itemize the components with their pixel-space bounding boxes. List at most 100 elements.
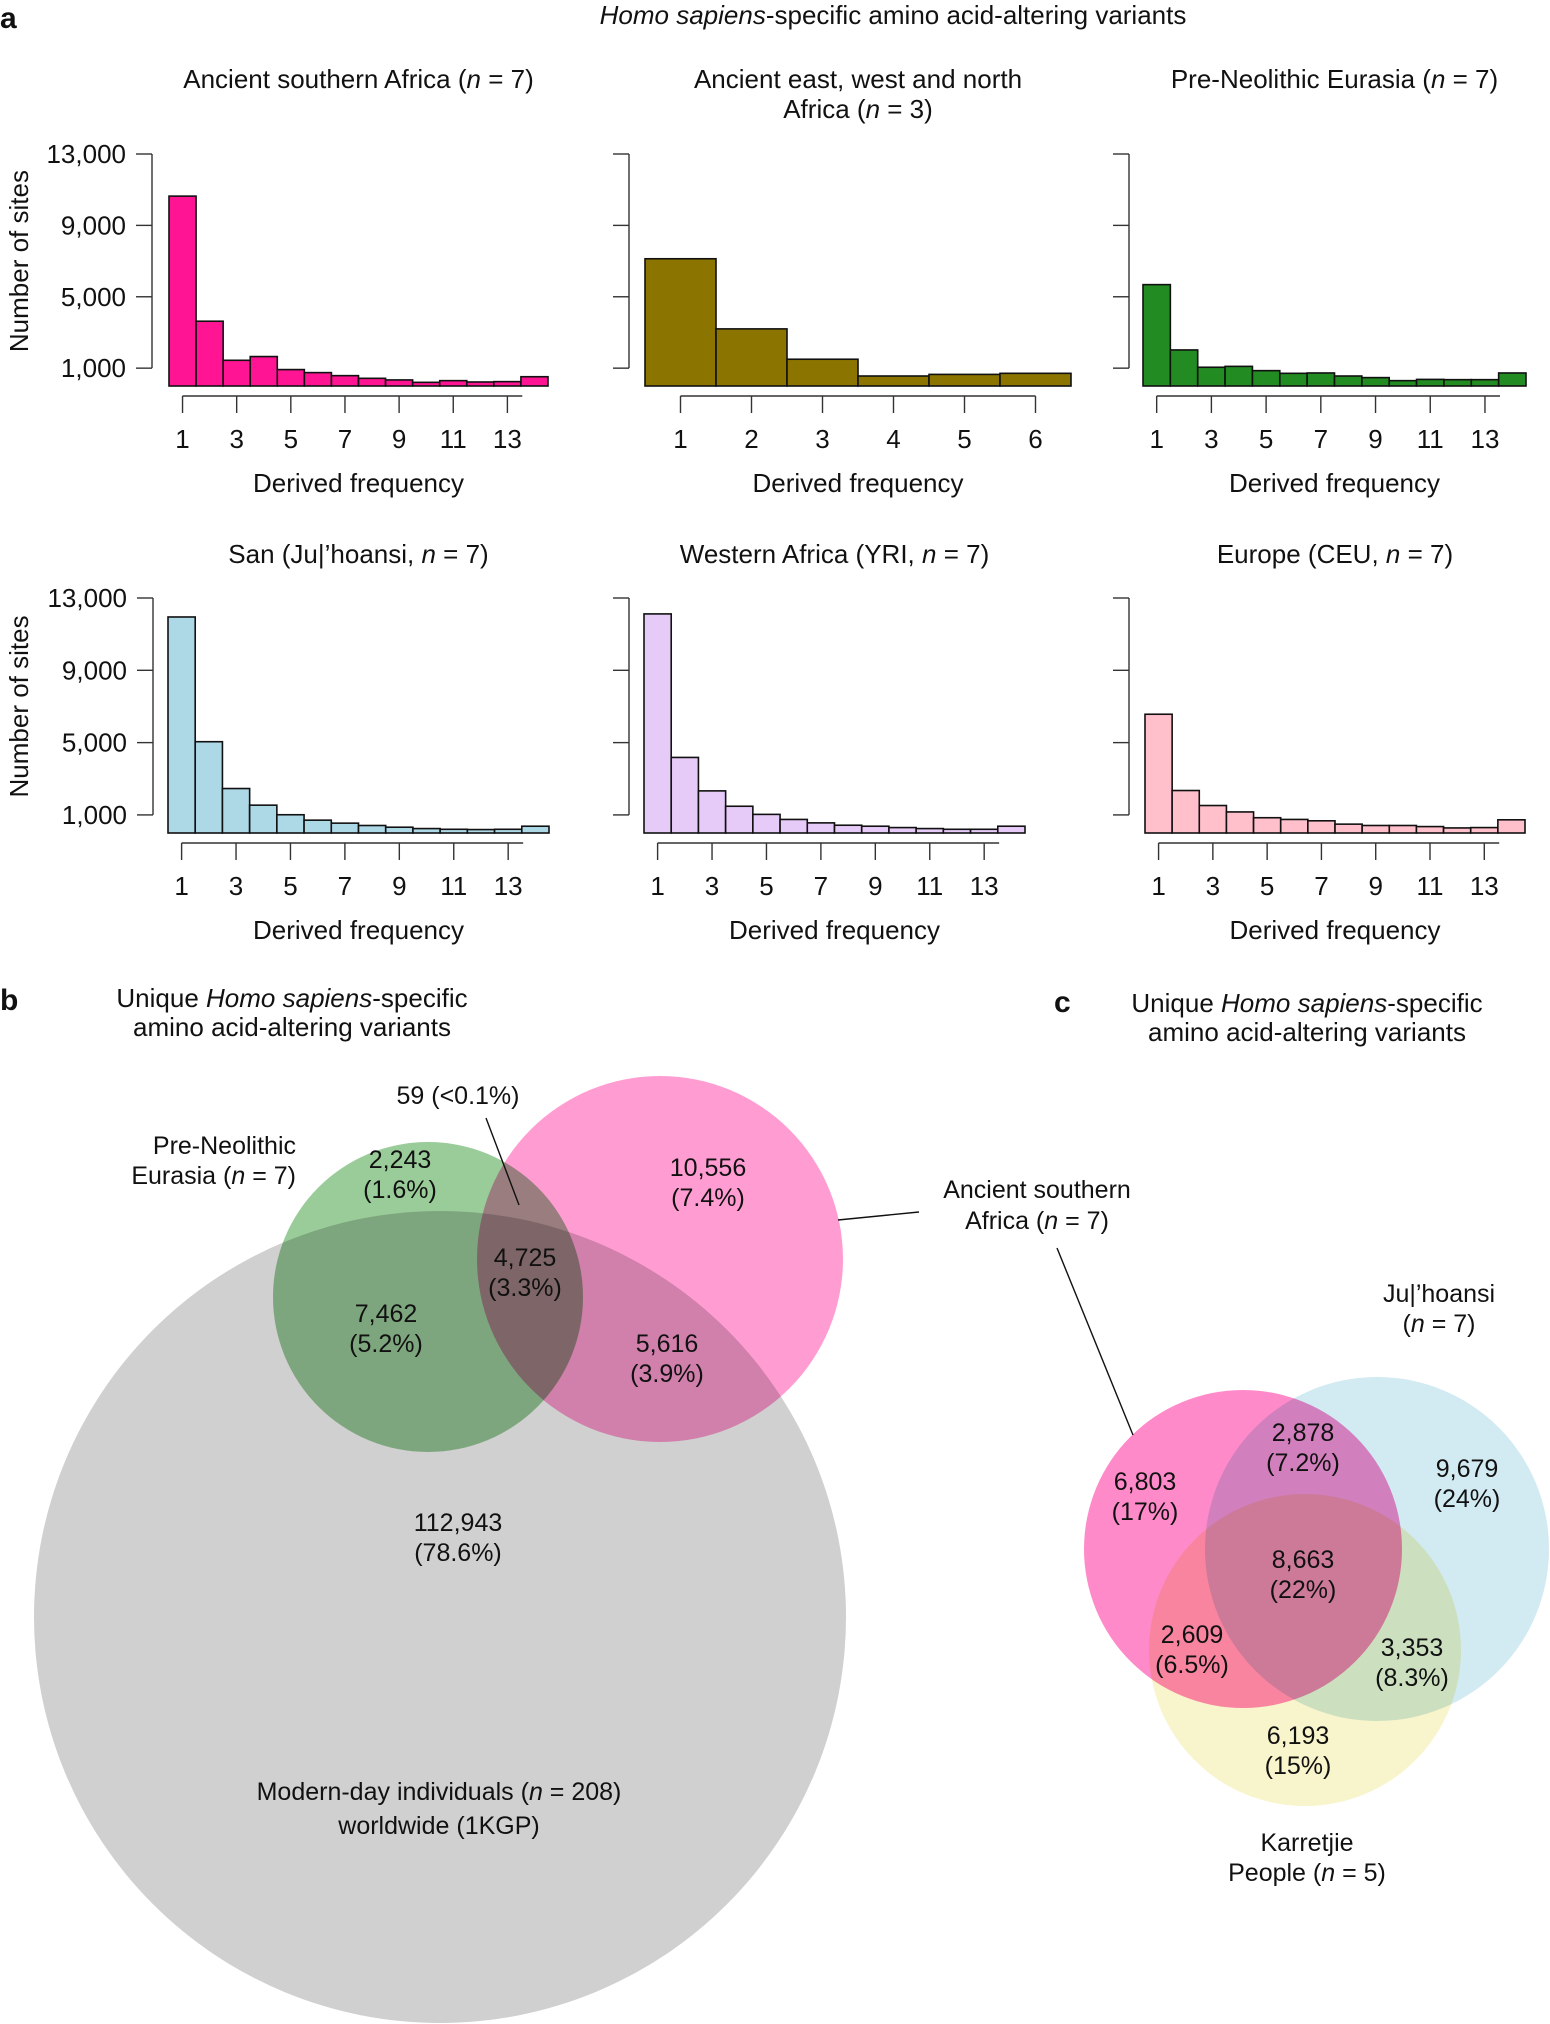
venn-c-set-2: [1149, 1494, 1461, 1806]
bar-10: [888, 826, 917, 834]
venn-b-title-line2: amino acid-altering variants: [133, 1012, 451, 1042]
venn-b-title-line1-part: -specific: [372, 983, 467, 1013]
bar-7: [1306, 372, 1336, 387]
x-tick-label: 1: [175, 424, 189, 454]
venn-c-set-label-karretjie-2-part: = 5): [1335, 1859, 1386, 1887]
bar-8: [833, 824, 863, 834]
x-axis-title: Derived frequency: [253, 915, 464, 945]
chart-title-line2-part: Africa (: [783, 94, 866, 124]
bar-5: [276, 368, 306, 387]
venn-b-set-label-eurasia-2-part: n: [231, 1162, 245, 1190]
venn-c-asa-leader: [1056, 1247, 1134, 1436]
bar-1: [643, 613, 673, 834]
bar-7: [1307, 819, 1336, 834]
x-tick-label: 9: [1368, 871, 1382, 901]
bar-1: [644, 257, 717, 387]
venn-b-title-line1-part: Unique: [116, 983, 206, 1013]
y-axis-title: Number of sites: [4, 170, 34, 352]
venn-b-title-line1: Unique Homo sapiens-specific: [116, 983, 467, 1013]
bar-10: [411, 381, 441, 387]
chart-title: Western Africa (YRI, n = 7): [680, 539, 989, 569]
venn-b-set-label-eurasia: Pre-Neolithic: [153, 1132, 296, 1160]
venn-b-set-label-asa-2: Africa (n = 7): [965, 1207, 1109, 1235]
bar-3: [1198, 804, 1228, 834]
y-axis-title: Number of sites: [4, 615, 34, 797]
bar-13: [969, 828, 999, 834]
venn-c-set-label-juhoansi-2-part: n: [1411, 1310, 1425, 1338]
x-tick-label: 5: [1260, 871, 1274, 901]
x-tick-label: 1: [1151, 871, 1165, 901]
chart-title-part: n: [1386, 539, 1400, 569]
bar-9: [384, 379, 414, 387]
histogram-western-africa-yri: Western Africa (YRI, n = 7)1 3 5 7 9 11 13Deri…: [613, 539, 1026, 945]
chart-title-part: n: [922, 539, 936, 569]
x-tick-label: 2: [744, 424, 758, 454]
chart-title-line2-part: n: [866, 94, 880, 124]
bar-11: [1415, 825, 1445, 834]
bar-5: [1252, 816, 1282, 834]
x-axis-title: Derived frequency: [253, 468, 464, 498]
venn-c-count: 8,663: [1272, 1546, 1335, 1574]
bar-9: [860, 825, 890, 834]
venn-b-title-line1-part: Homo sapiens: [206, 983, 372, 1013]
bar-12: [1442, 827, 1472, 834]
bar-8: [1333, 375, 1363, 387]
venn-b-count: 5,616: [636, 1330, 699, 1358]
venn-c-set-label-karretjie-2-part: People (: [1228, 1859, 1322, 1887]
x-tick-label: 13: [494, 871, 523, 901]
bar-14: [520, 375, 549, 387]
venn-c-percent: (22%): [1270, 1576, 1337, 1604]
venn-c-percent: (17%): [1112, 1498, 1179, 1526]
bar-2: [1169, 349, 1199, 387]
chart-title: Ancient southern Africa (n = 7): [183, 64, 533, 94]
venn-c-count: 2,878: [1272, 1419, 1335, 1447]
x-tick-label: 11: [1417, 871, 1444, 901]
x-tick-label: 9: [392, 871, 406, 901]
bar-6: [303, 371, 333, 387]
bar-13: [493, 828, 523, 834]
x-tick-label: 3: [229, 424, 243, 454]
venn-b-count: 7,462: [355, 1300, 418, 1328]
venn-b-set-label-modern-2: worldwide (1KGP): [337, 1812, 539, 1840]
histogram-ancient-southern-africa: Ancient southern Africa (n = 7) 1,000 5,00…: [4, 64, 549, 498]
x-tick-label: 7: [338, 871, 352, 901]
bar-4: [248, 804, 278, 834]
y-tick-label: 13,000: [46, 139, 126, 169]
venn-b-set-2: [477, 1076, 843, 1442]
panel-a-main-title: Homo sapiens-specific amino acid-alterin…: [600, 0, 1187, 30]
chart-title-part: n: [467, 64, 481, 94]
x-axis-title: Derived frequency: [729, 915, 940, 945]
venn-b-set-label-modern-part: Modern-day individuals (: [257, 1778, 530, 1806]
bar-2: [715, 328, 788, 387]
x-tick-label: 13: [970, 871, 999, 901]
chart-title-part: San (Ju|’hoansi,: [228, 539, 421, 569]
bar-7: [806, 822, 836, 834]
venn-b-set-label-modern-part: n: [529, 1778, 543, 1806]
main-title-rest: -specific amino acid-altering variants: [766, 0, 1187, 30]
chart-title-line2: Africa (n = 3): [783, 94, 933, 124]
bar-13: [493, 380, 522, 387]
chart-title-part: Western Africa (YRI,: [680, 539, 922, 569]
y-tick-label: 1,000: [62, 800, 127, 830]
chart-title-part: = 7): [936, 539, 989, 569]
x-tick-label: 11: [440, 424, 467, 454]
x-axis-title: Derived frequency: [753, 468, 964, 498]
x-tick-label: 5: [1259, 424, 1273, 454]
y-tick-label: 13,000: [47, 583, 127, 613]
venn-c-set-label-karretjie-2: People (n = 5): [1228, 1859, 1386, 1887]
y-tick-label: 5,000: [62, 728, 127, 758]
venn-c-percent: (8.3%): [1375, 1664, 1449, 1692]
bar-4: [724, 805, 754, 834]
venn-c-title-line2: amino acid-altering variants: [1148, 1017, 1466, 1047]
bar-14: [1497, 819, 1526, 834]
x-tick-label: 11: [1417, 424, 1444, 454]
bar-14: [996, 825, 1026, 834]
y-tick-label: 5,000: [61, 282, 126, 312]
venn-c-title-line1-part: Homo sapiens: [1221, 988, 1387, 1018]
chart-title: Europe (CEU, n = 7): [1217, 539, 1453, 569]
bar-3: [221, 787, 251, 834]
venn-c-set-label-karretjie-2-part: n: [1321, 1859, 1335, 1887]
x-tick-label: 13: [1470, 871, 1499, 901]
